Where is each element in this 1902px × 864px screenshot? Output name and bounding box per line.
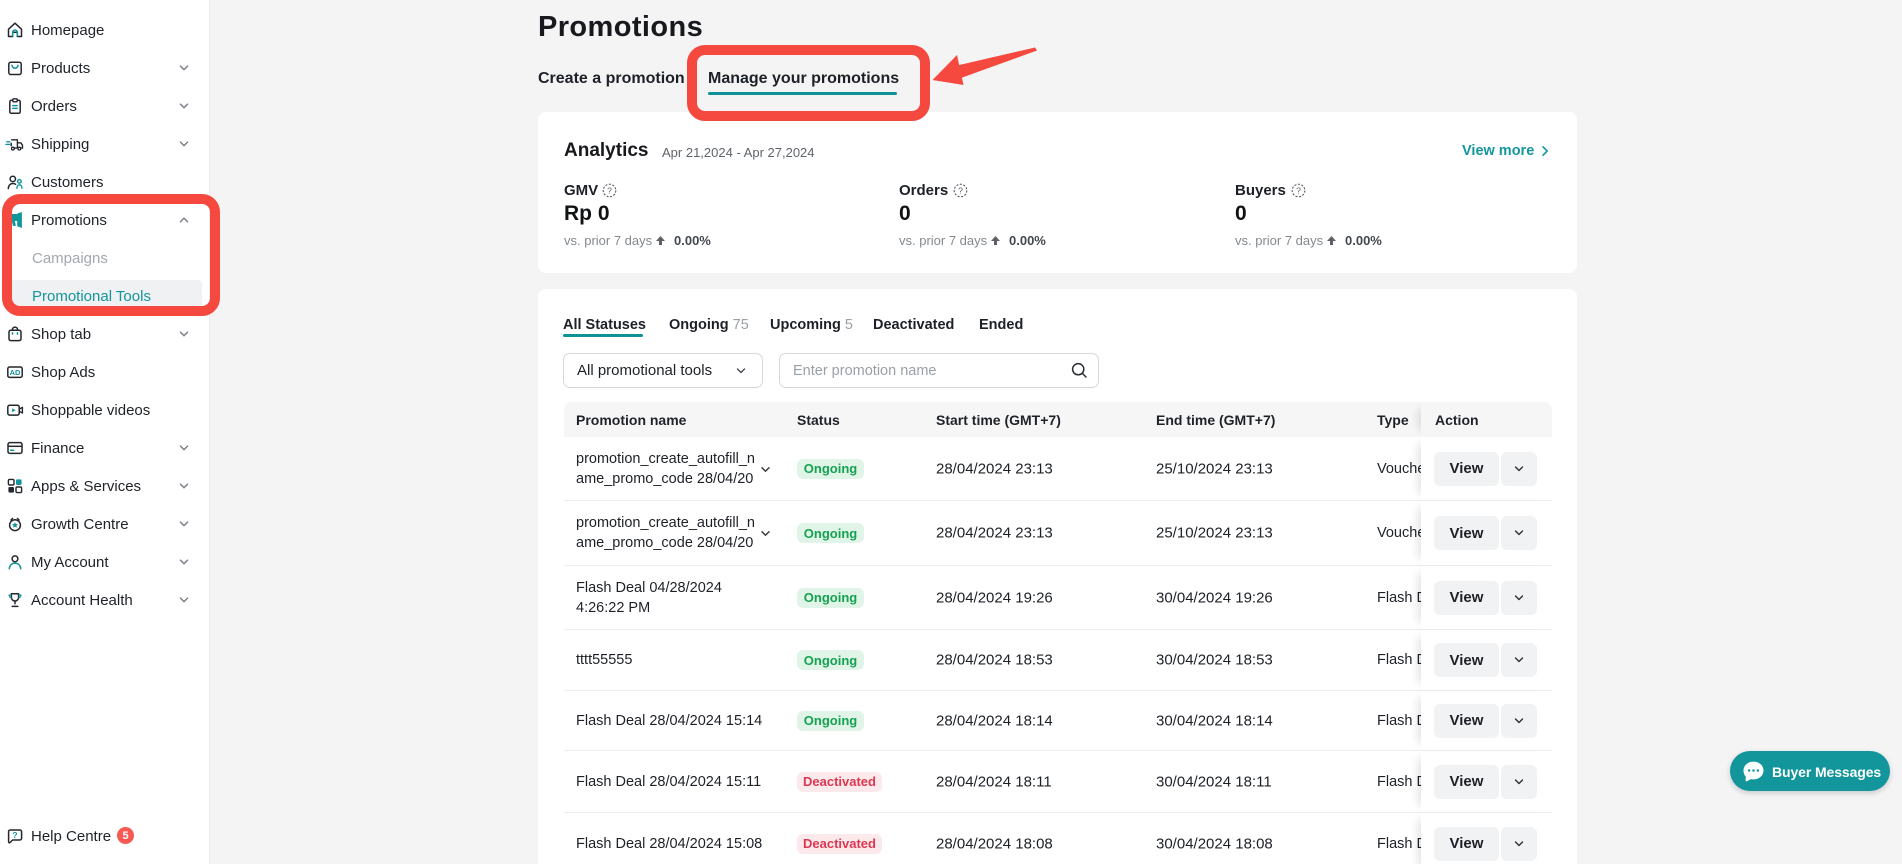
svg-text:?: ? (607, 186, 612, 196)
svg-text:?: ? (1296, 186, 1301, 196)
svg-text:AD: AD (10, 368, 21, 377)
svg-text:?: ? (958, 186, 963, 196)
svg-text:?: ? (12, 830, 17, 840)
